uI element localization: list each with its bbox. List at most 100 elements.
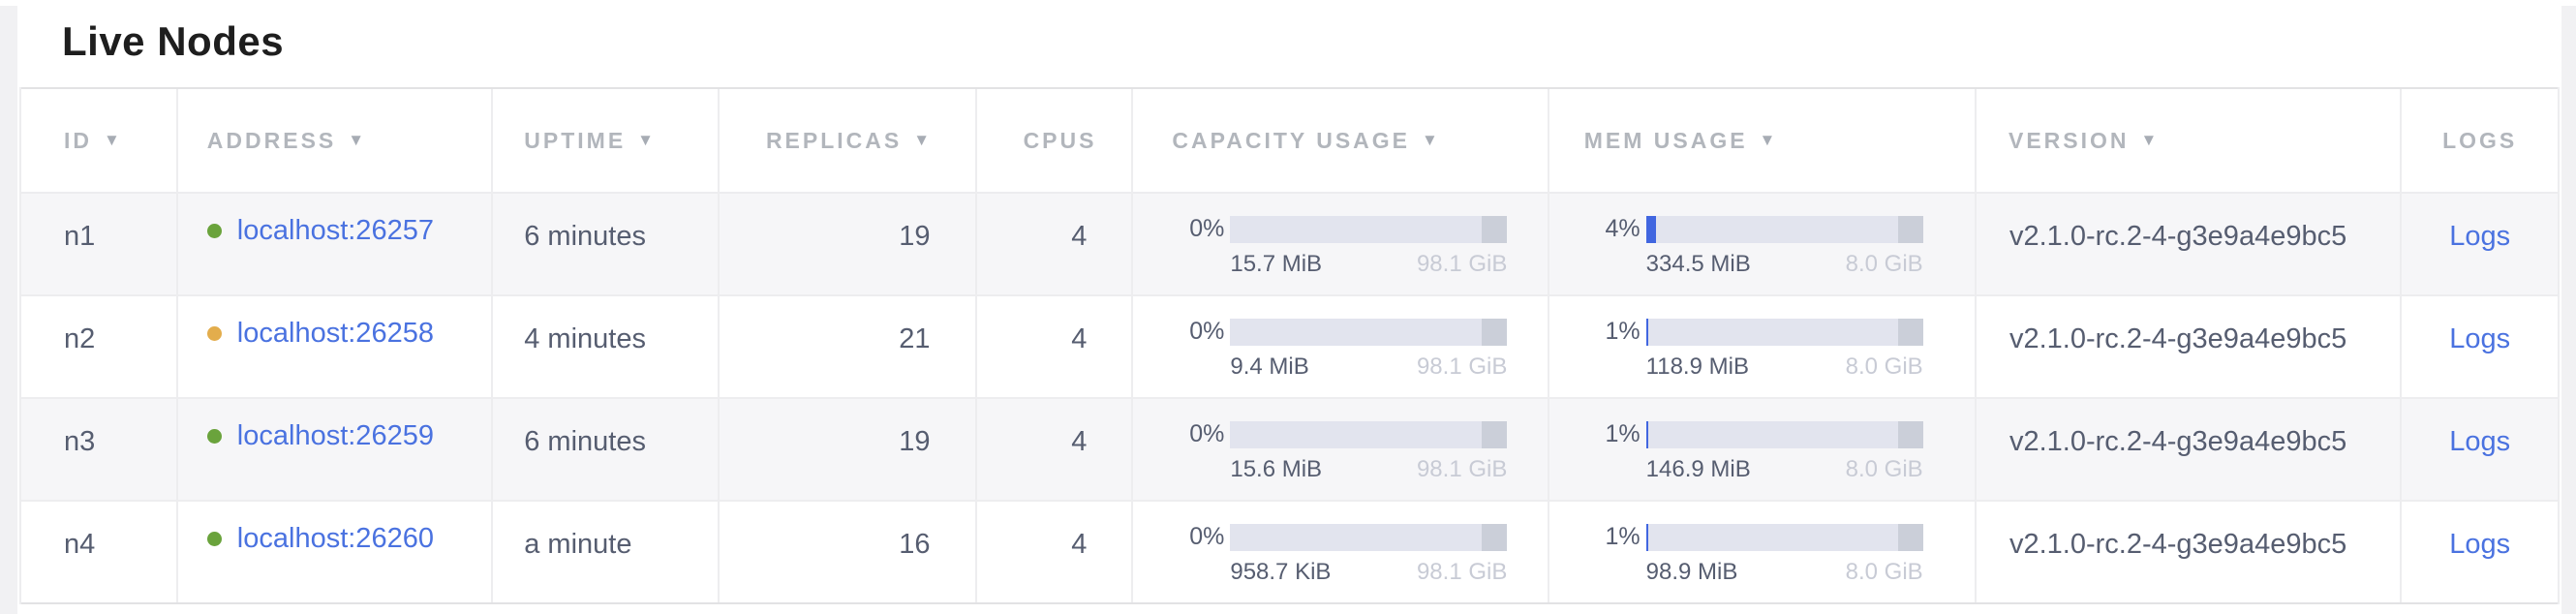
mem-usage-bar bbox=[1645, 215, 1923, 243]
mem-percent: 1% bbox=[1605, 420, 1641, 447]
mem-total-value: 8.0 GiB bbox=[1845, 251, 1923, 277]
capacity-used-value: 15.7 MiB bbox=[1230, 251, 1323, 277]
bar-fill bbox=[1645, 215, 1657, 243]
column-header-cpus: CPUS bbox=[977, 89, 1134, 192]
mem-percent: 1% bbox=[1605, 318, 1641, 345]
bar-reserved-segment bbox=[1897, 215, 1923, 243]
mem-usage-cell: 1% 146.9 MiB 8.0 GiB bbox=[1549, 399, 1977, 500]
mem-percent: 1% bbox=[1605, 523, 1641, 550]
bar-reserved-segment bbox=[1897, 318, 1923, 346]
mem-usage-bar bbox=[1645, 523, 1923, 551]
capacity-percent: 0% bbox=[1189, 523, 1225, 550]
column-header-logs: LOGS bbox=[2442, 127, 2518, 153]
mem-used-value: 98.9 MiB bbox=[1645, 559, 1738, 585]
live-nodes-panel: Live Nodes ID ▼ ADDRESS ▼ UPTIME ▼ REPLI… bbox=[17, 0, 2561, 614]
node-address-cell: localhost:26259 bbox=[178, 399, 494, 500]
logs-link[interactable]: Logs bbox=[2449, 529, 2511, 560]
column-header-replicas[interactable]: REPLICAS ▼ bbox=[720, 89, 977, 192]
mem-usage-cell: 1% 98.9 MiB 8.0 GiB bbox=[1549, 502, 1977, 602]
capacity-total-value: 98.1 GiB bbox=[1416, 353, 1508, 380]
column-header-uptime[interactable]: UPTIME ▼ bbox=[493, 89, 720, 192]
node-address-link[interactable]: localhost:26260 bbox=[236, 523, 434, 554]
capacity-usage-bar bbox=[1230, 318, 1508, 346]
mem-total-value: 8.0 GiB bbox=[1845, 456, 1923, 482]
node-health-dot-icon bbox=[206, 429, 222, 444]
node-health-dot-icon bbox=[206, 532, 222, 546]
node-address-link[interactable]: localhost:26259 bbox=[236, 420, 434, 451]
node-id-cell: n3 bbox=[21, 399, 178, 500]
capacity-usage-cell: 0% 958.7 KiB 98.1 GiB bbox=[1133, 502, 1549, 602]
table-header-row: ID ▼ ADDRESS ▼ UPTIME ▼ REPLICAS ▼ CPUS bbox=[21, 87, 2558, 194]
column-header-id[interactable]: ID ▼ bbox=[21, 89, 178, 192]
bar-reserved-segment bbox=[1482, 215, 1508, 243]
sort-desc-icon[interactable]: ▼ bbox=[637, 131, 654, 149]
capacity-usage-bar bbox=[1230, 215, 1508, 243]
node-address-cell: localhost:26258 bbox=[178, 296, 494, 397]
table-row-n3: n3 localhost:26259 6 minutes 19 4 0% bbox=[21, 399, 2558, 502]
capacity-total-value: 98.1 GiB bbox=[1416, 559, 1508, 585]
node-replicas-cell: 16 bbox=[720, 502, 977, 602]
node-version-cell: v2.1.0-rc.2-4-g3e9a4e9bc5 bbox=[1977, 502, 2403, 602]
mem-total-value: 8.0 GiB bbox=[1845, 559, 1923, 585]
capacity-used-value: 9.4 MiB bbox=[1230, 353, 1309, 380]
capacity-percent: 0% bbox=[1189, 420, 1225, 447]
page-gutter-right bbox=[2561, 6, 2576, 614]
capacity-usage-bar bbox=[1230, 523, 1508, 551]
node-logs-cell: Logs bbox=[2402, 194, 2558, 294]
capacity-total-value: 98.1 GiB bbox=[1416, 456, 1508, 482]
mem-total-value: 8.0 GiB bbox=[1845, 353, 1923, 380]
sort-desc-icon[interactable]: ▼ bbox=[1422, 131, 1438, 149]
node-health-dot-icon bbox=[206, 224, 222, 238]
node-id-cell: n2 bbox=[21, 296, 178, 397]
capacity-usage-bar bbox=[1230, 420, 1508, 448]
bar-reserved-segment bbox=[1482, 523, 1508, 551]
node-version-cell: v2.1.0-rc.2-4-g3e9a4e9bc5 bbox=[1977, 296, 2403, 397]
column-header-mem-usage[interactable]: MEM USAGE ▼ bbox=[1549, 89, 1977, 192]
node-uptime-cell: 6 minutes bbox=[493, 399, 720, 500]
node-address-cell: localhost:26257 bbox=[178, 194, 494, 294]
logs-link[interactable]: Logs bbox=[2449, 323, 2511, 354]
table-row-n2: n2 localhost:26258 4 minutes 21 4 0% bbox=[21, 296, 2558, 399]
node-address-link[interactable]: localhost:26257 bbox=[236, 215, 434, 246]
table-row-n1: n1 localhost:26257 6 minutes 19 4 0% bbox=[21, 194, 2558, 296]
column-header-version[interactable]: VERSION ▼ bbox=[1977, 89, 2403, 192]
node-cpus-cell: 4 bbox=[977, 194, 1134, 294]
sort-desc-icon[interactable]: ▼ bbox=[1759, 131, 1776, 149]
capacity-usage-cell: 0% 15.6 MiB 98.1 GiB bbox=[1133, 399, 1549, 500]
node-version-cell: v2.1.0-rc.2-4-g3e9a4e9bc5 bbox=[1977, 194, 2403, 294]
node-address-link[interactable]: localhost:26258 bbox=[236, 318, 434, 349]
capacity-total-value: 98.1 GiB bbox=[1416, 251, 1508, 277]
bar-reserved-segment bbox=[1897, 523, 1923, 551]
bar-reserved-segment bbox=[1482, 420, 1508, 448]
node-uptime-cell: 4 minutes bbox=[493, 296, 720, 397]
node-cpus-cell: 4 bbox=[977, 399, 1134, 500]
node-id-cell: n4 bbox=[21, 502, 178, 602]
node-uptime-cell: a minute bbox=[493, 502, 720, 602]
column-header-capacity-usage[interactable]: CAPACITY USAGE ▼ bbox=[1133, 89, 1549, 192]
sort-desc-icon[interactable]: ▼ bbox=[913, 131, 931, 149]
node-cpus-cell: 4 bbox=[977, 296, 1134, 397]
sort-desc-icon[interactable]: ▼ bbox=[104, 131, 120, 149]
node-logs-cell: Logs bbox=[2402, 296, 2558, 397]
sort-desc-icon[interactable]: ▼ bbox=[2140, 131, 2158, 149]
node-address-cell: localhost:26260 bbox=[178, 502, 494, 602]
column-header-address[interactable]: ADDRESS ▼ bbox=[178, 89, 494, 192]
bar-fill bbox=[1645, 420, 1649, 448]
page-title: Live Nodes bbox=[62, 18, 285, 64]
logs-link[interactable]: Logs bbox=[2449, 221, 2511, 252]
sort-desc-icon[interactable]: ▼ bbox=[348, 131, 365, 149]
node-logs-cell: Logs bbox=[2402, 502, 2558, 602]
mem-used-value: 334.5 MiB bbox=[1645, 251, 1751, 277]
mem-usage-bar bbox=[1645, 318, 1923, 346]
live-nodes-table: ID ▼ ADDRESS ▼ UPTIME ▼ REPLICAS ▼ CPUS bbox=[19, 87, 2560, 604]
page-gutter-left bbox=[0, 6, 17, 614]
capacity-percent: 0% bbox=[1189, 318, 1225, 345]
node-logs-cell: Logs bbox=[2402, 399, 2558, 500]
mem-percent: 4% bbox=[1605, 215, 1641, 242]
logs-link[interactable]: Logs bbox=[2449, 426, 2511, 457]
node-uptime-cell: 6 minutes bbox=[493, 194, 720, 294]
bar-reserved-segment bbox=[1482, 318, 1508, 346]
mem-usage-cell: 1% 118.9 MiB 8.0 GiB bbox=[1549, 296, 1977, 397]
capacity-usage-cell: 0% 15.7 MiB 98.1 GiB bbox=[1133, 194, 1549, 294]
